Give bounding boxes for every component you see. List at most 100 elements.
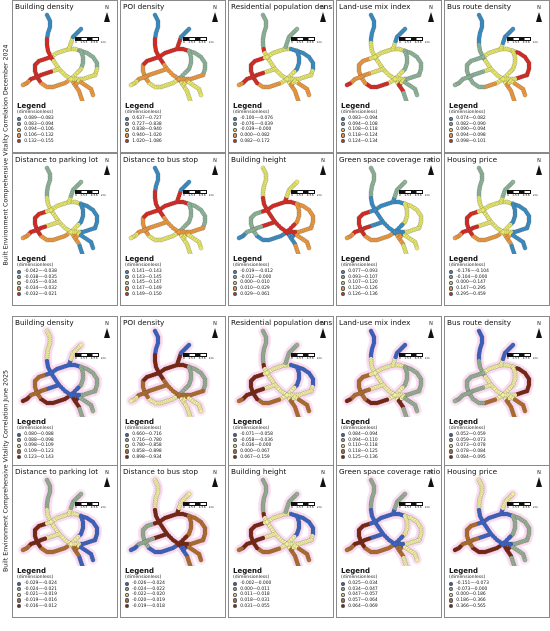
legend-item: 0.073—0.078: [449, 443, 549, 449]
legend-title: Legend: [449, 255, 478, 263]
legend-item: 0.124—0.134: [341, 138, 441, 144]
scale-tick: 0: [183, 193, 185, 197]
map-legend: Legend (dimensionless) 0.077—0.093 0.093—0.…: [341, 255, 441, 297]
metro-network-map: [236, 165, 316, 254]
legend-item: -0.035—-0.034: [17, 280, 117, 286]
panel-title: Building height: [231, 155, 287, 164]
station-point: [236, 235, 242, 241]
legend-item-label: 0.029—0.061: [240, 291, 270, 297]
north-arrow-icon: N: [533, 5, 545, 25]
legend-swatch: [125, 443, 130, 449]
legend-item: 0.084—0.094: [341, 432, 441, 438]
legend-swatch: [341, 443, 346, 449]
map-legend: Legend (dimensionless) -0.029—-0.024 -0.024…: [17, 567, 117, 609]
legend-swatch: [341, 438, 346, 443]
north-arrow-shape: [320, 165, 326, 175]
legend-swatch: [449, 139, 454, 144]
legend-swatch: [125, 116, 130, 121]
scale-tick: 6: [95, 40, 98, 44]
legend-item: 0.083—0.094: [341, 116, 441, 122]
station-point: [20, 547, 26, 553]
legend-swatch: [125, 432, 130, 437]
legend-item-label: 0.118—0.124: [348, 133, 378, 139]
legend-item-label: 0.082—0.090: [456, 121, 486, 127]
station-point: [522, 92, 528, 98]
legend-title: Legend: [233, 255, 262, 263]
panel-title: Residential population density: [231, 318, 334, 327]
legend-swatch: [17, 280, 22, 286]
north-arrow-icon: N: [317, 5, 329, 25]
scale-tick: 1.5: [404, 356, 409, 360]
legend-swatch: [233, 443, 238, 449]
legend-item: 0.077—0.093: [341, 269, 441, 275]
map-panel: Distance to bus stop N 0 1.5 3 4.5 6 km Legend (d…: [120, 465, 226, 618]
map-legend: Legend (dimensionless) 0.074—0.082 0.082—0.…: [449, 102, 549, 144]
station-point: [264, 54, 270, 60]
scale-tick: 1.5: [512, 356, 517, 360]
station-point: [20, 82, 26, 88]
legend-item-label: 0.094—0.098: [456, 133, 486, 139]
scale-tick: 4.5: [90, 356, 96, 360]
map-panel: Building density N 0 1.5 3 4.5 6 km Legend (dimen…: [12, 0, 118, 153]
legend-item: 0.094—0.106: [17, 127, 117, 133]
scale-tick: 1.5: [296, 193, 301, 197]
scale-tick: 1.5: [80, 193, 85, 197]
station-point: [480, 207, 486, 213]
north-arrow-shape: [212, 328, 218, 338]
scale-tick: 6: [95, 193, 98, 197]
station-point: [284, 392, 290, 398]
legend-swatch: [449, 455, 454, 460]
north-arrow-shape: [104, 12, 110, 22]
north-label: N: [321, 158, 325, 164]
metro-network-map: [128, 165, 208, 254]
station-point: [522, 245, 528, 251]
legend-item: -0.019—-0.012: [233, 269, 333, 275]
scale-tick: 3: [85, 40, 88, 44]
north-arrow-shape: [320, 328, 326, 338]
scale-bar-graphic: [507, 353, 531, 357]
scale-bar-graphic: [399, 190, 423, 194]
station-point: [90, 92, 96, 98]
legend-swatch: [341, 286, 346, 291]
station-point: [512, 414, 517, 417]
legend-item: 0.000—0.082: [233, 133, 333, 139]
north-arrow-icon: N: [209, 321, 221, 341]
panel-title: POI density: [123, 2, 165, 11]
north-arrow-icon: N: [425, 5, 437, 25]
station-point: [176, 229, 182, 235]
scale-tick: 1.5: [188, 193, 193, 197]
scale-tick: km: [425, 40, 430, 44]
map-legend: Legend (dimensionless) 0.660—0.716 0.716—0.…: [125, 418, 225, 460]
map-legend: Legend (dimensionless) -0.042—-0.038 -0.038…: [17, 255, 117, 297]
station-point: [294, 342, 300, 348]
legend-item: -0.071—-0.058: [233, 432, 333, 438]
legend-swatch: [233, 438, 238, 443]
station-point: [480, 370, 486, 376]
map-panel: Distance to parking lot N 0 1.5 3 4.5 6 km Legen…: [12, 153, 118, 306]
legend-item: 0.120—0.126: [341, 286, 441, 292]
legend-item: -0.029—-0.024: [17, 581, 117, 587]
station-point: [198, 245, 204, 251]
legend-item-label: -0.076—-0.039: [240, 121, 273, 127]
station-point: [402, 26, 408, 32]
scale-tick: 3: [409, 40, 412, 44]
station-point: [78, 179, 84, 185]
scale-tick: 6: [419, 356, 422, 360]
scale-tick: 0: [183, 356, 185, 360]
legend-item-label: 0.123—0.143: [24, 454, 54, 460]
station-point: [344, 235, 350, 241]
legend-item-label: 0.106—0.132: [24, 133, 54, 139]
map-panel: Housing price N 0 1.5 3 4.5 6 km Legend (dimensio…: [444, 153, 550, 306]
legend-swatch: [17, 139, 22, 144]
scale-bar: 0 1.5 3 4.5 6 km: [291, 37, 322, 45]
legend-item-label: 0.858—0.898: [132, 449, 162, 455]
legend-item-label: 0.093—0.107: [348, 274, 378, 280]
scale-bar: 0 1.5 3 4.5 6 km: [399, 190, 430, 198]
legend-item: 0.090—0.094: [449, 127, 549, 133]
scale-tick: 4.5: [306, 40, 312, 44]
scale-bar: 0 1.5 3 4.5 6 km: [507, 37, 538, 45]
legend-item-label: -0.034—-0.032: [24, 286, 57, 292]
legend-item: -0.016—-0.012: [17, 603, 117, 609]
legend-swatch: [341, 275, 346, 280]
legend-item-label: -0.176—-0.104: [456, 269, 489, 275]
